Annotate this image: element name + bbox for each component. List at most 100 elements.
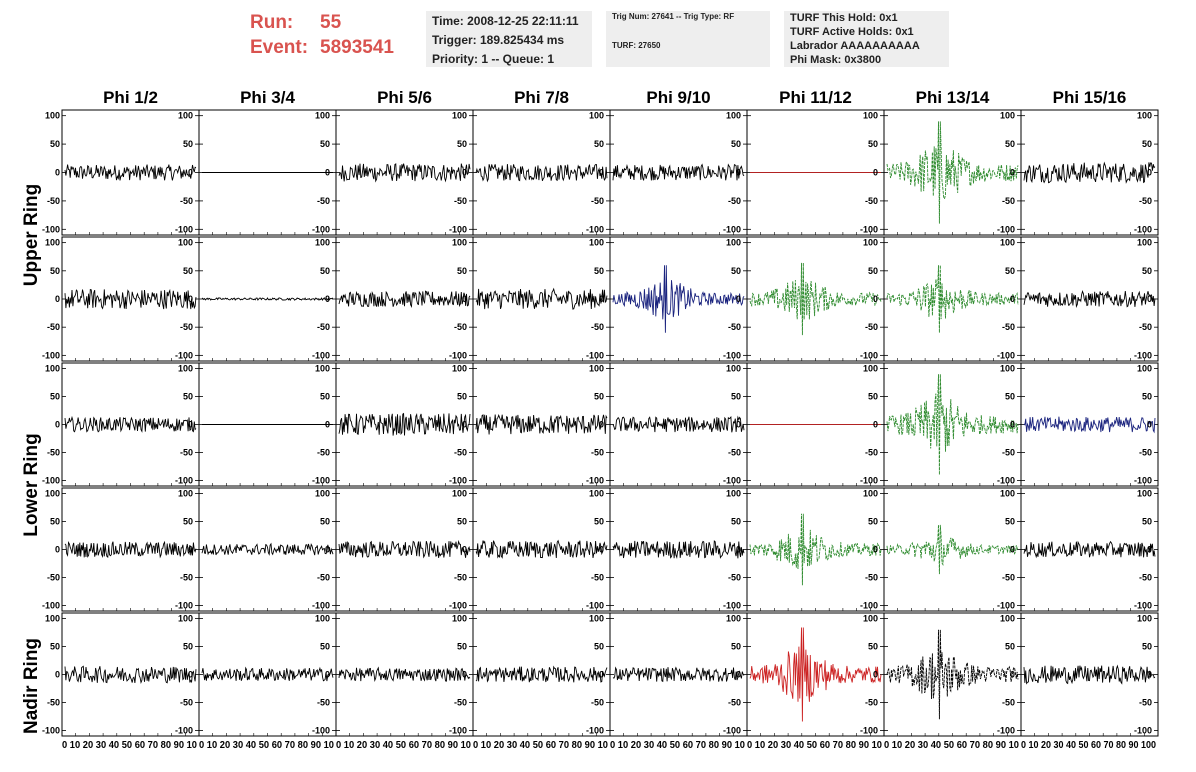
waveform-trace: [612, 163, 745, 181]
waveform-trace: [886, 374, 1019, 475]
waveform-trace: [1023, 664, 1156, 685]
waveform-panel-r2-c2: 100 50 0 -50 -100: [335, 362, 474, 487]
y-tick-label: 100: [315, 111, 330, 121]
y-tick-label: 100: [45, 364, 60, 374]
y-tick-label: 50: [183, 642, 193, 652]
waveform-trace: [749, 627, 882, 722]
waveform-panel-r2-c3: 100 50 0 -50 -100: [472, 362, 611, 487]
labrador-text: Labrador AAAAAAAAAA: [790, 40, 920, 52]
y-tick-label: 50: [731, 266, 741, 276]
y-tick-label: 50: [320, 139, 330, 149]
waveform-panel-r1-c1: 100 50 0 -50 -100: [198, 236, 337, 362]
waveform-panel-r3-c1: 100 50 0 -50 -100: [198, 487, 337, 612]
y-tick-label: -100: [723, 224, 741, 234]
y-tick-label: 0: [1010, 420, 1015, 430]
y-tick-label: 100: [1137, 614, 1152, 624]
y-tick-label: 100: [863, 489, 878, 499]
event-label: Event:: [250, 37, 309, 58]
y-tick-label: -100: [312, 475, 330, 485]
y-tick-label: 50: [50, 517, 60, 527]
y-tick-label: 0: [325, 420, 330, 430]
y-tick-label: -100: [997, 725, 1015, 735]
y-tick-label: -100: [723, 600, 741, 610]
y-tick-label: 100: [726, 489, 741, 499]
trig-num-box: Trig Num: 27641 -- Trig Type: RF TURF: 2…: [606, 11, 770, 67]
y-tick-label: 50: [1142, 139, 1152, 149]
waveform-trace: [886, 629, 1019, 720]
y-tick-label: -50: [317, 196, 330, 206]
y-tick-label: -50: [728, 572, 741, 582]
y-tick-label: 100: [726, 614, 741, 624]
y-tick-label: -50: [47, 196, 60, 206]
y-tick-label: 0: [599, 168, 604, 178]
y-tick-label: 0: [1147, 420, 1152, 430]
waveform-trace: [749, 513, 882, 586]
y-tick-label: 50: [183, 392, 193, 402]
y-tick-label: 50: [1142, 517, 1152, 527]
y-tick-label: -100: [42, 224, 60, 234]
waveform-panel-r1-c2: 100 50 0 -50 -100: [335, 236, 474, 362]
y-tick-label: 0: [873, 670, 878, 680]
y-tick-label: 50: [868, 139, 878, 149]
y-tick-label: -50: [865, 322, 878, 332]
y-tick-label: 100: [178, 489, 193, 499]
y-tick-label: -50: [1002, 697, 1015, 707]
trig-num-text: Trig Num: 27641 -- Trig Type: RF: [612, 12, 735, 21]
column-header-phi-7-8: Phi 7/8: [514, 88, 569, 107]
y-tick-label: 0: [736, 294, 741, 304]
y-tick-label: -100: [449, 224, 467, 234]
y-tick-label: 50: [320, 266, 330, 276]
turf-text: TURF: 27650: [612, 41, 661, 50]
y-tick-label: 0: [462, 168, 467, 178]
y-tick-label: -50: [1139, 697, 1152, 707]
waveform-trace: [338, 666, 471, 683]
y-tick-label: 100: [1000, 111, 1015, 121]
y-tick-label: -50: [1002, 196, 1015, 206]
column-header-phi-3-4: Phi 3/4: [240, 88, 295, 107]
y-tick-label: 100: [589, 238, 604, 248]
y-tick-label: 50: [457, 392, 467, 402]
waveform-panel-r4-c7: 100 50 0 -50 -100: [1020, 612, 1159, 737]
y-tick-label: -100: [312, 350, 330, 360]
y-tick-label: -100: [42, 600, 60, 610]
y-tick-label: -100: [449, 600, 467, 610]
y-tick-label: 50: [457, 642, 467, 652]
x-tick-labels: 0 10 20 30 40 50 60 70 80 90 10: [62, 740, 197, 751]
event-value: 5893541: [320, 37, 394, 58]
y-tick-label: 0: [1010, 545, 1015, 555]
y-tick-label: -50: [454, 697, 467, 707]
y-tick-label: -50: [47, 697, 60, 707]
waveform-panel-r2-c7: 100 50 0 -50 -100: [1020, 362, 1159, 487]
y-tick-label: 0: [188, 670, 193, 680]
waveform-panel-r0-c2: 100 50 0 -50 -100: [335, 109, 474, 236]
y-tick-label: 100: [452, 364, 467, 374]
priority-text: Priority: 1 -- Queue: 1: [432, 52, 555, 66]
y-tick-label: 100: [315, 614, 330, 624]
waveform-panel-r3-c0: 100 100 50 50 0 0 -50 -50 -100 -100: [42, 487, 200, 612]
column-header-phi-15-16: Phi 15/16: [1052, 88, 1127, 107]
waveform-trace: [886, 121, 1019, 224]
y-tick-label: 0: [736, 168, 741, 178]
y-tick-label: 50: [457, 139, 467, 149]
y-tick-label: 100: [589, 489, 604, 499]
y-tick-label: -50: [865, 196, 878, 206]
waveform-panel-r2-c0: 100 100 50 50 0 0 -50 -50 -100 -100: [42, 362, 200, 487]
y-tick-label: -100: [723, 725, 741, 735]
y-tick-label: -50: [317, 447, 330, 457]
phi-mask-text: Phi Mask: 0x3800: [790, 54, 882, 66]
waveform-trace: [475, 414, 608, 435]
y-tick-label: 100: [452, 489, 467, 499]
waveform-trace: [201, 542, 334, 556]
y-tick-label: -100: [860, 725, 878, 735]
y-tick-label: -100: [312, 600, 330, 610]
y-tick-label: -50: [454, 572, 467, 582]
waveform-panel-r4-c4: 100 50 0 -50 -100: [609, 612, 748, 737]
y-tick-label: 0: [55, 294, 60, 304]
waveform-trace: [475, 164, 608, 183]
y-tick-label: -50: [591, 322, 604, 332]
y-tick-label: -100: [1134, 350, 1152, 360]
waveform-trace: [886, 265, 1019, 333]
y-tick-label: 0: [873, 420, 878, 430]
y-tick-label: 0: [873, 545, 878, 555]
y-tick-label: 100: [1137, 489, 1152, 499]
